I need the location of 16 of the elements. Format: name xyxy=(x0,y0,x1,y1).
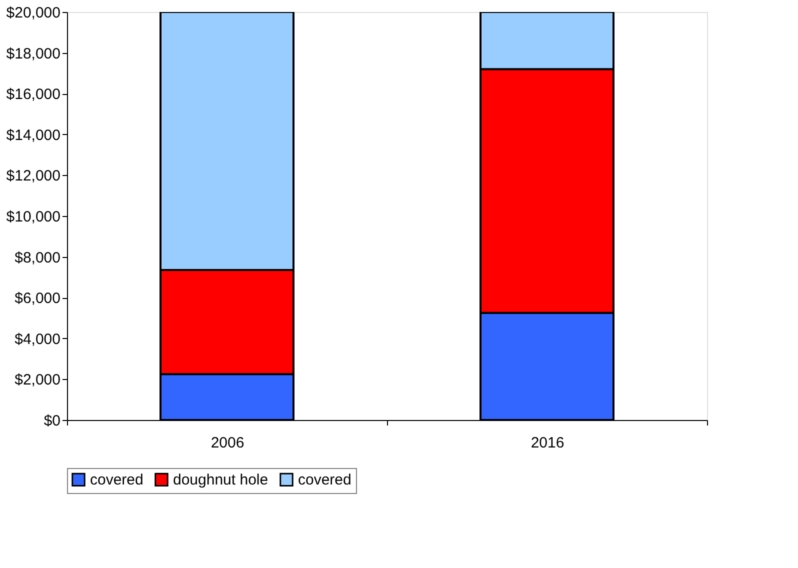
legend-label: doughnut hole xyxy=(173,472,268,489)
y-tick-label: $0 xyxy=(44,412,60,430)
y-tick-label: $18,000 xyxy=(6,45,60,62)
y-tick-label: $2,000 xyxy=(14,372,60,389)
y-tick-label: $14,000 xyxy=(6,126,60,144)
legend-label: covered xyxy=(298,472,352,489)
y-tick-label: $8,000 xyxy=(14,249,60,266)
y-tick-label: $4,000 xyxy=(14,330,60,348)
x-tick-label: 2016 xyxy=(530,434,564,452)
legend-label: covered xyxy=(90,472,144,489)
y-tick-label: $10,000 xyxy=(6,208,60,226)
y-tick-label: $12,000 xyxy=(6,168,60,185)
y-tick-label: $16,000 xyxy=(6,86,60,104)
x-tick-label: 2006 xyxy=(210,434,244,452)
y-tick-label: $6,000 xyxy=(14,290,60,308)
y-tick-label: $20,000 xyxy=(6,4,60,22)
